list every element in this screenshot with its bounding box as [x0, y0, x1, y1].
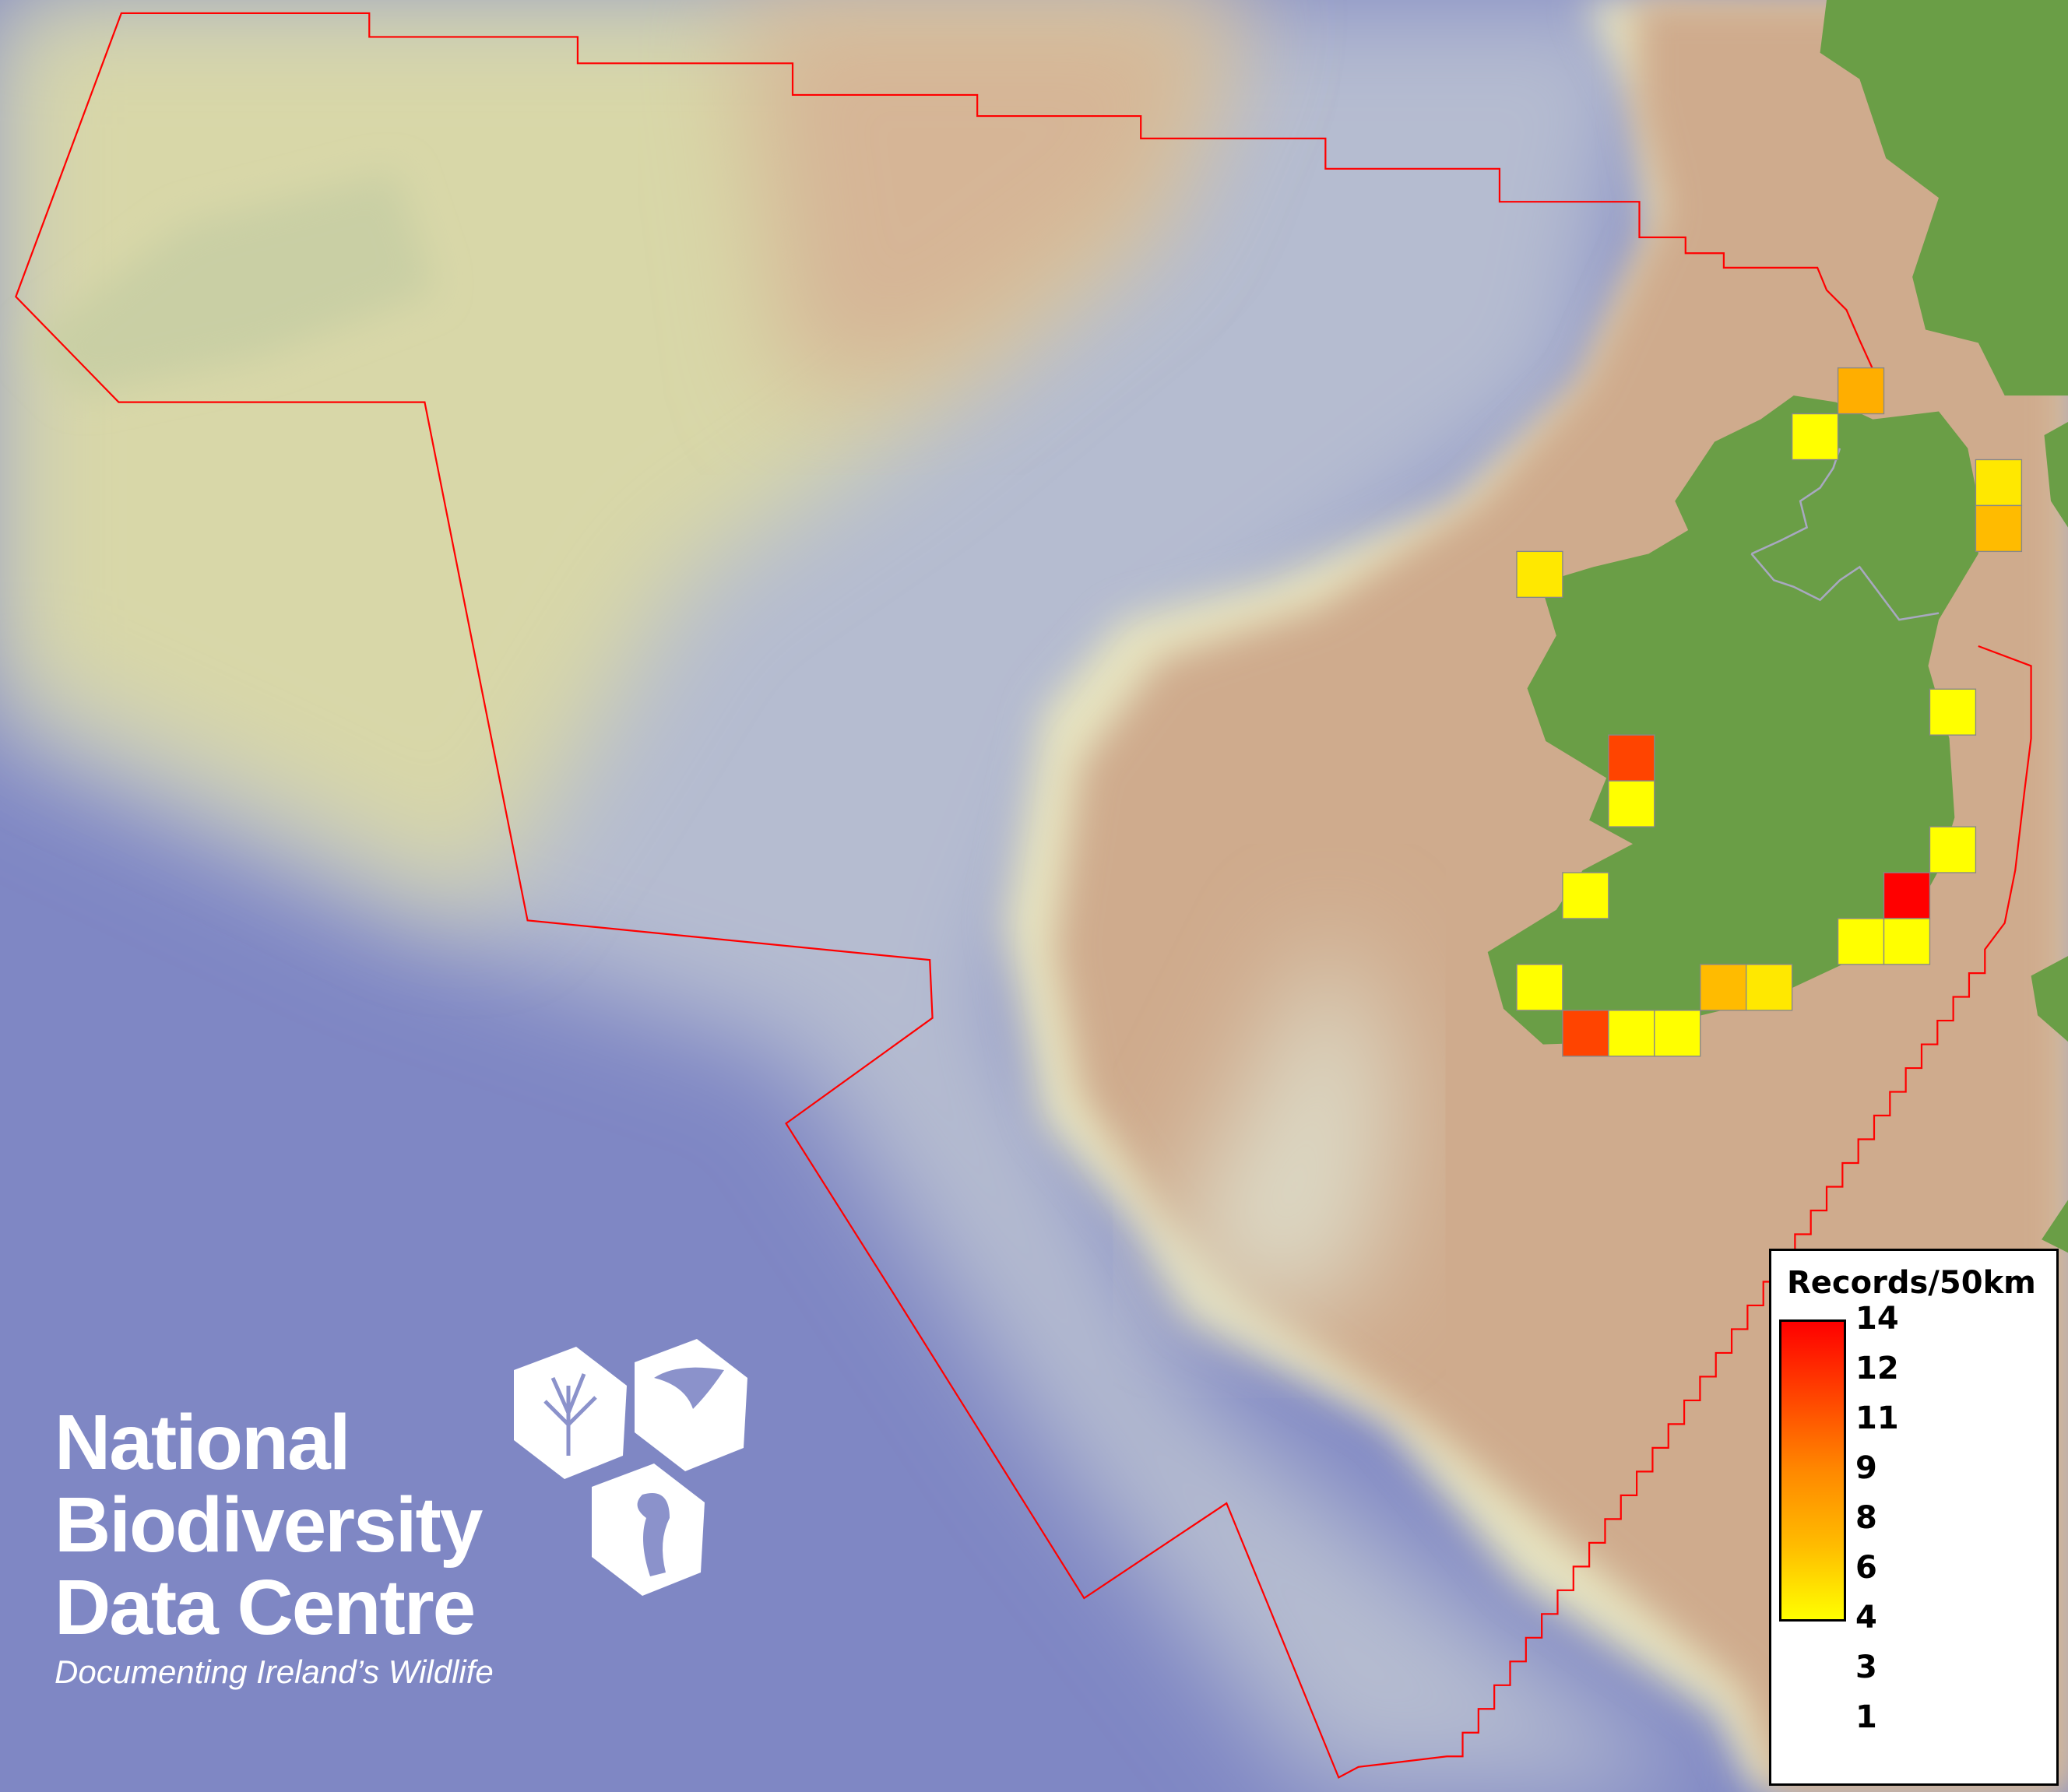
legend-tick-label: 1: [1855, 1699, 1877, 1735]
nbdc-logo: National Biodiversity Data Centre Docume…: [55, 1339, 747, 1691]
legend-tick-label: 8: [1855, 1500, 1877, 1536]
ireland-landmass: [1487, 395, 1978, 1045]
record-cell: [1608, 1010, 1655, 1057]
rockall-bank: [26, 171, 435, 396]
legend-tick-label: 11: [1855, 1400, 1899, 1436]
britain-landmass: [2031, 422, 2068, 1253]
legend-tick-label: 6: [1855, 1550, 1877, 1586]
legend-tick-label: 14: [1855, 1301, 1899, 1337]
record-cell: [1516, 550, 1563, 599]
record-cell: [1883, 872, 1931, 919]
logo-hexagons-icon: [514, 1339, 747, 1596]
record-cell: [1975, 504, 2023, 553]
legend-tick-label: 4: [1855, 1600, 1877, 1636]
scotland-landmass: [1820, 0, 2068, 396]
logo-tagline: Documenting Ireland’s Wildlife: [55, 1653, 494, 1690]
logo-line-2: Biodiversity: [55, 1481, 483, 1569]
legend-tick-label: 3: [1855, 1650, 1877, 1685]
legend-color-bar: [1779, 1319, 1846, 1622]
record-cell: [1746, 964, 1793, 1011]
logo-line-1: National: [55, 1399, 350, 1486]
record-cell: [1608, 734, 1655, 782]
legend: Records/50km 14 12 11 9 8 6 4 3 1: [1769, 1249, 2059, 1786]
record-cell: [1883, 918, 1931, 965]
records-grid: [1516, 367, 2023, 1057]
record-cell: [1837, 367, 1885, 415]
record-cell: [1516, 964, 1563, 1011]
record-cell: [1562, 872, 1609, 919]
record-cell: [1837, 918, 1885, 965]
record-cell: [1929, 688, 1977, 736]
ni-border: [1750, 448, 1940, 621]
legend-title: Records/50km: [1787, 1265, 2036, 1301]
legend-tick-label: 9: [1855, 1450, 1877, 1486]
record-cell: [1700, 964, 1747, 1011]
record-cell: [1929, 826, 1977, 873]
porcupine-seabight: [1160, 922, 1398, 1319]
record-cell: [1562, 1010, 1609, 1057]
legend-tick-label: 12: [1855, 1351, 1899, 1386]
record-cell: [1608, 780, 1655, 827]
logo-line-3: Data Centre: [55, 1564, 476, 1651]
offshore-boundary-line: [15, 12, 2032, 1779]
record-cell: [1654, 1010, 1701, 1057]
north-shelf-tan: [738, 0, 1240, 396]
record-cell: [1975, 459, 2023, 507]
record-cell: [1791, 413, 1839, 461]
